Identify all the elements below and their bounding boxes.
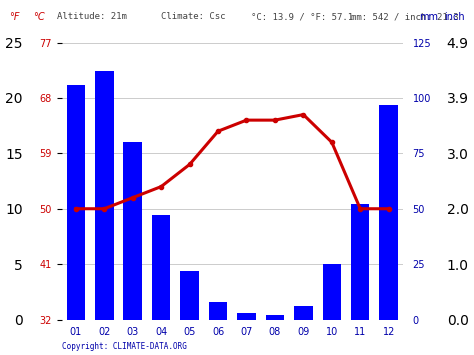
Bar [180,271,199,320]
Bar [95,71,113,320]
Bar [237,313,255,320]
Bar [294,306,312,320]
Text: Altitude: 21m: Altitude: 21m [57,12,127,21]
Bar [152,215,170,320]
Text: °C: 13.9 / °F: 57.1: °C: 13.9 / °F: 57.1 [251,12,353,21]
Text: °C: °C [33,12,45,22]
Bar [123,142,142,320]
Bar [209,302,227,320]
Bar [66,85,85,320]
Bar [351,204,369,320]
Text: Copyright: CLIMATE-DATA.ORG: Copyright: CLIMATE-DATA.ORG [62,343,186,351]
Bar [322,264,341,320]
Bar [379,105,398,320]
Bar [265,315,284,320]
Text: °F: °F [9,12,20,22]
Text: inch: inch [444,12,465,22]
Text: Climate: Csc: Climate: Csc [161,12,226,21]
Text: mm: mm [419,12,438,22]
Text: mm: 542 / inch: 21.3: mm: 542 / inch: 21.3 [351,12,458,21]
